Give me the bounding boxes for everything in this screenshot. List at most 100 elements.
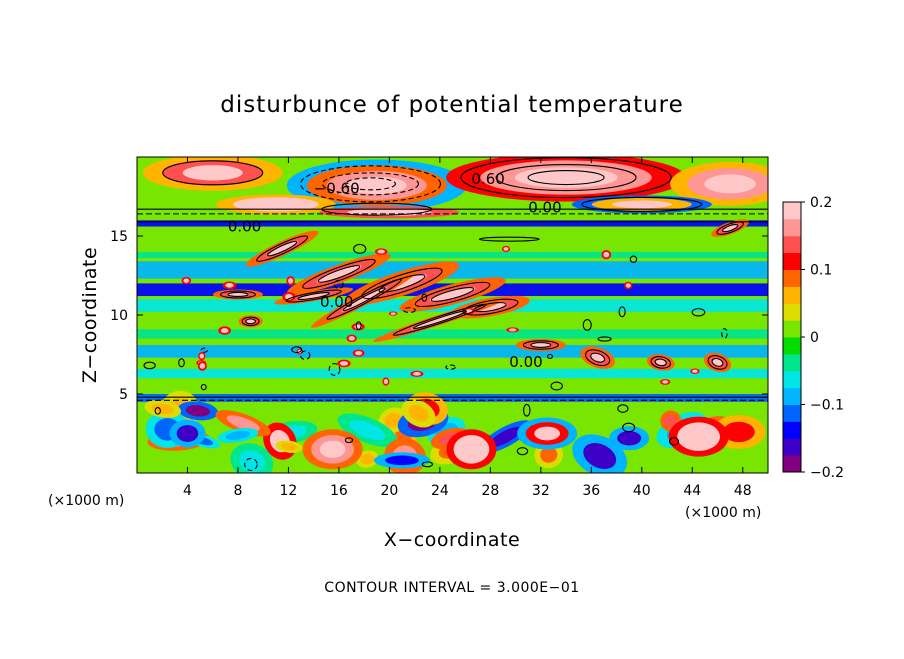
contour-line: [245, 318, 256, 325]
colorbar-ticks: 0.2 0.1 0 −0.1 −0.2: [801, 195, 844, 481]
x-axis-ticks: 4 8 12 16 20 24 28 32 36 40 44 48: [183, 157, 752, 499]
field-patch: [383, 379, 388, 385]
contour-line: [317, 265, 361, 283]
contour-line: [414, 281, 491, 308]
contour-line: [299, 350, 311, 360]
contour-line: [550, 381, 563, 391]
field-patch: [583, 443, 617, 469]
contour-line: [590, 352, 606, 363]
plot-area: [137, 157, 768, 473]
field-band: [137, 236, 768, 252]
field-patch: [662, 380, 669, 384]
y-tick-label: 5: [119, 387, 128, 403]
field-patch: [185, 405, 211, 417]
field-patch: [319, 440, 346, 458]
field-band: [137, 220, 768, 227]
contour-line: [154, 406, 161, 415]
contour-line: [302, 258, 376, 289]
field-patch: [199, 353, 204, 359]
field-patch: [664, 414, 678, 428]
colorbar-segment: [783, 387, 801, 405]
x-tick-label: 24: [431, 483, 449, 499]
contour-line: [299, 165, 442, 203]
x-tick-label: 16: [330, 483, 348, 499]
field-patch: [530, 342, 552, 348]
colorbar-segment: [783, 404, 801, 422]
contour-line: [711, 357, 724, 367]
contour-line: [618, 306, 626, 318]
field-patch: [617, 431, 642, 446]
contour-line: [650, 356, 671, 369]
contour-line: [722, 224, 739, 233]
colorbar-tick-label: 0.1: [810, 263, 832, 279]
field-patch: [176, 425, 199, 442]
field-patch: [226, 415, 260, 432]
field-patch: [355, 351, 363, 356]
contour-line: [412, 310, 468, 330]
colorbar-segment: [783, 235, 801, 254]
field-patch: [503, 247, 509, 251]
x-tick-label: 36: [582, 483, 600, 499]
field-band: [137, 368, 768, 379]
field-patch: [385, 455, 419, 466]
contour-line: [668, 437, 680, 446]
contour-line: [478, 236, 540, 242]
contour-line: [285, 289, 342, 303]
contour-line: [581, 196, 703, 212]
field-patch: [384, 412, 402, 429]
colorbar-tick-label: −0.1: [810, 398, 844, 414]
contour-line: [162, 160, 264, 186]
contour-line: [462, 298, 519, 316]
field-patch: [429, 287, 476, 302]
field-patch: [183, 278, 190, 283]
field-patch: [316, 265, 362, 283]
contour-line: [392, 303, 488, 336]
contour-line: [200, 383, 207, 391]
contour-line: [421, 461, 434, 468]
y-tick-label: 15: [110, 229, 128, 245]
contour-lines: [137, 157, 768, 471]
contour-label: 0.00: [228, 217, 261, 235]
contour-line: [344, 177, 397, 191]
contour-interval-note: CONTOUR INTERVAL = 3.000E−01: [324, 580, 579, 596]
x-tick-label: 48: [734, 483, 752, 499]
colorbar-segment: [783, 421, 801, 439]
y-axis-title: Z−coordinate: [79, 247, 101, 383]
contour-line: [297, 292, 330, 300]
contour-line: [585, 349, 611, 367]
x-axis-title: X−coordinate: [384, 529, 520, 551]
contour-line: [227, 291, 249, 298]
field-patch: [227, 292, 249, 297]
field-band: [137, 251, 768, 259]
contour-line: [445, 364, 456, 370]
x-unit-left: (×1000 m): [48, 493, 124, 509]
field-patch: [460, 440, 483, 458]
field-patch: [625, 283, 631, 288]
contour-line: [523, 403, 531, 417]
field-patch: [341, 286, 387, 312]
contour-line: [200, 347, 209, 353]
x-tick-label: 8: [233, 483, 242, 499]
field-patch: [685, 428, 712, 446]
contour-line: [721, 328, 728, 339]
colorbar-segment: [783, 353, 801, 372]
chart-title: disturbunce of potential temperature: [220, 92, 684, 118]
field-patch: [390, 312, 396, 315]
contour-line: [597, 336, 612, 342]
x-tick-label: 44: [683, 483, 701, 499]
contour-line: [527, 169, 605, 186]
contour-line: [622, 422, 636, 433]
field-patch: [534, 426, 561, 441]
field-patch: [377, 249, 385, 254]
colorbar: [782, 201, 802, 473]
contour-line: [326, 278, 402, 320]
field-patch: [281, 442, 298, 451]
x-tick-label: 40: [633, 483, 651, 499]
field-patch: [489, 426, 522, 447]
colorbar-segment: [783, 320, 801, 338]
field-patch: [296, 292, 331, 300]
contour-line: [654, 358, 667, 367]
contour-line: [629, 255, 638, 264]
colorbar-tick-label: 0: [810, 330, 819, 346]
